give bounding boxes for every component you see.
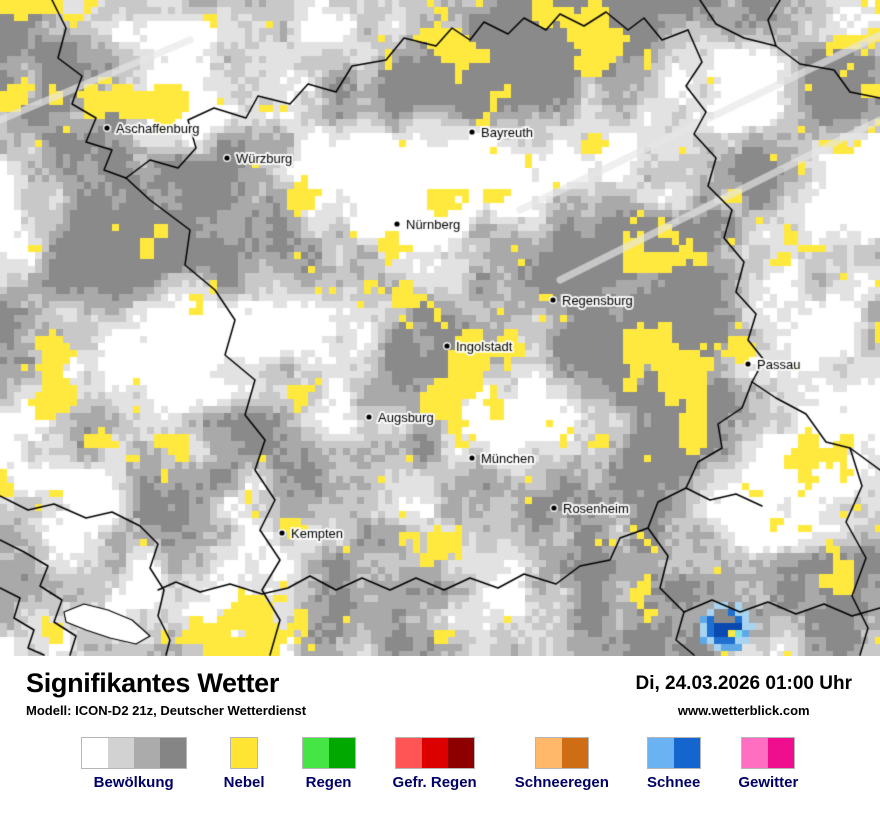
legend-swatch-cell — [302, 738, 329, 769]
legend-swatch-cell — [421, 738, 448, 769]
legend-item: Gefr. Regen — [393, 738, 477, 791]
legend-swatch-cell — [81, 738, 108, 769]
legend-item-label: Nebel — [223, 774, 265, 792]
legend-swatch — [647, 738, 700, 769]
legend-item: Nebel — [224, 738, 265, 791]
legend-swatch — [742, 738, 795, 769]
legend: Bewölkung Nebel Regen Gefr. Regen Schneerege… — [0, 738, 880, 791]
legend-item: Regen — [302, 738, 355, 792]
legend-swatch-cell — [328, 738, 355, 769]
legend-item: Bewölkung — [81, 738, 186, 792]
title-block: Signifikantes Wetter Modell: ICON-D2 21z… — [26, 668, 306, 718]
website-url: www.wetterblick.com — [677, 703, 810, 718]
legend-swatch — [231, 738, 258, 769]
weather-map-canvas — [0, 0, 880, 656]
legend-swatch-cell — [395, 738, 422, 769]
legend-swatch-cell — [159, 738, 186, 769]
legend-item: Schneeregen — [515, 738, 609, 791]
legend-item: Gewitter — [738, 738, 798, 791]
legend-item-label: Schnee — [646, 774, 701, 792]
legend-swatch-cell — [107, 738, 134, 769]
legend-swatch — [535, 738, 588, 769]
legend-swatch-cell — [133, 738, 160, 769]
legend-swatch-cell — [647, 738, 674, 769]
footer-panel: Signifikantes Wetter Modell: ICON-D2 21z… — [0, 656, 880, 830]
model-info: Modell: ICON-D2 21z, Deutscher Wetterdie… — [26, 703, 307, 719]
legend-item-label: Bewölkung — [93, 774, 174, 792]
legend-swatch-cell — [673, 738, 700, 769]
forecast-datetime: Di, 24.03.2026 01:00 Uhr — [635, 673, 852, 694]
legend-item-label: Gewitter — [738, 774, 799, 792]
legend-item-label: Gefr. Regen — [392, 774, 477, 792]
legend-item-label: Regen — [305, 774, 352, 792]
datetime-block: Di, 24.03.2026 01:00 Uhr www.wetterblick… — [635, 668, 852, 718]
legend-item-label: Schneeregen — [514, 774, 609, 792]
legend-swatch-cell — [535, 738, 562, 769]
page-title: Signifikantes Wetter — [26, 668, 280, 698]
legend-item: Schnee — [647, 738, 700, 791]
legend-swatch-cell — [231, 738, 258, 769]
legend-swatch-cell — [768, 738, 795, 769]
legend-swatch-cell — [742, 738, 769, 769]
legend-swatch-cell — [447, 738, 474, 769]
weather-map-region — [0, 0, 880, 656]
footer-header: Signifikantes Wetter Modell: ICON-D2 21z… — [0, 656, 880, 718]
legend-swatch — [81, 738, 186, 769]
legend-swatch — [302, 738, 355, 769]
legend-swatch — [395, 738, 474, 769]
legend-swatch-cell — [561, 738, 588, 769]
